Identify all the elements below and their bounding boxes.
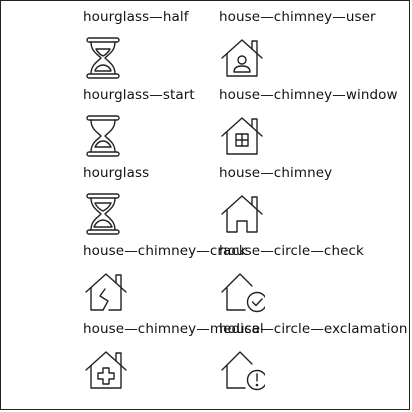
house-circle-exclamation-icon xyxy=(219,347,265,393)
icon-tile-house-chimney-medical: house—chimney—medical xyxy=(83,321,283,399)
house-chimney-crack-icon xyxy=(83,269,129,315)
icon-tile-hourglass-start: hourglass—start xyxy=(83,87,283,165)
hourglass-icon xyxy=(83,191,129,237)
hourglass-start-icon xyxy=(83,113,129,159)
icon-label: house—chimney—window xyxy=(219,87,398,103)
icon-tile-house-chimney-window: house—chimney—window xyxy=(219,87,412,165)
icon-tile-house-chimney: house—chimney xyxy=(219,165,412,243)
icon-label: hourglass xyxy=(83,165,150,181)
house-chimney-window-icon xyxy=(219,113,265,159)
icon-label: hourglass—start xyxy=(83,87,195,103)
icon-label: house—chimney—user xyxy=(219,9,376,25)
icon-label: house—circle—exclamation xyxy=(219,321,408,337)
icon-tile-house-circle-check: house—circle—check xyxy=(219,243,412,321)
house-chimney-icon xyxy=(219,191,265,237)
icon-tile-hourglass-half: hourglass—half xyxy=(83,9,283,87)
house-circle-check-icon xyxy=(219,269,265,315)
icon-tile-hourglass: hourglass xyxy=(83,165,283,243)
icon-tile-house-circle-exclamation: house—circle—exclamation xyxy=(219,321,412,399)
icon-label: house—chimney—crack xyxy=(83,243,247,259)
icon-tile-house-chimney-user: house—chimney—user xyxy=(219,9,412,87)
house-chimney-medical-icon xyxy=(83,347,129,393)
icon-label: house—chimney xyxy=(219,165,333,181)
icon-label: hourglass—half xyxy=(83,9,189,25)
icon-tile-house-chimney-crack: house—chimney—crack xyxy=(83,243,283,321)
hourglass-half-icon xyxy=(83,35,129,81)
icon-label: house—chimney—medical xyxy=(83,321,264,337)
icon-label: house—circle—check xyxy=(219,243,364,259)
house-chimney-user-icon xyxy=(219,35,265,81)
